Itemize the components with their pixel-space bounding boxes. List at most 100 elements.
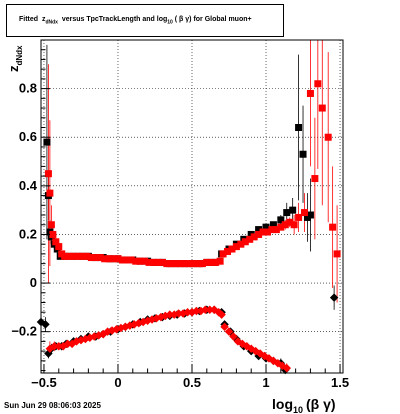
marker-red	[246, 235, 254, 243]
marker-red	[255, 230, 263, 238]
marker-red	[207, 258, 215, 266]
marker-red	[141, 257, 149, 265]
marker-red	[189, 260, 197, 268]
x-tick-label: 0.5	[183, 375, 201, 390]
marker-red	[228, 245, 236, 253]
marker-red	[92, 254, 100, 262]
marker-red	[192, 306, 201, 316]
axis-tick-labels: −0.5 0 0.5 1 1.5 −0.2 0 0.2 0.4 0.6 0.8	[11, 81, 349, 390]
x-tick-label: 1	[262, 375, 269, 390]
marker-red	[295, 213, 303, 221]
marker-red	[216, 257, 224, 265]
marker-black	[277, 216, 285, 224]
marker-red	[150, 258, 158, 266]
marker-red	[165, 310, 175, 319]
marker-red	[250, 233, 258, 241]
marker-black	[255, 226, 263, 234]
marker-black	[299, 150, 307, 158]
axis-ticks	[41, 39, 341, 373]
marker-red	[324, 133, 332, 141]
marker-red	[286, 218, 294, 226]
marker-red	[212, 258, 220, 266]
marker-red	[167, 260, 175, 268]
marker-red	[172, 260, 180, 268]
marker-red	[224, 247, 232, 255]
marker-red	[201, 305, 210, 315]
data-markers	[36, 80, 341, 375]
marker-red	[217, 310, 226, 319]
x-tick-label: 0	[114, 375, 121, 390]
marker-red	[264, 228, 271, 236]
marker-red	[301, 209, 309, 217]
marker-red	[127, 256, 135, 264]
marker-red	[96, 254, 104, 262]
marker-red	[49, 230, 57, 238]
marker-black	[329, 293, 339, 302]
marker-red	[136, 257, 144, 265]
marker-red	[47, 221, 55, 229]
y-tick-label: 0.8	[19, 81, 37, 96]
marker-red	[163, 260, 171, 268]
marker-red	[61, 252, 69, 260]
y-tick-label: 0.2	[19, 226, 37, 241]
marker-black	[295, 124, 303, 132]
marker-red	[281, 221, 289, 229]
marker-red	[87, 254, 95, 262]
x-axis-label: log10 (β γ)	[272, 396, 336, 414]
title-box: Fitted zdNdx versus TpcTrackLength and l…	[6, 4, 284, 37]
plot-frame	[40, 39, 344, 374]
marker-red	[229, 332, 238, 341]
marker-red	[224, 327, 234, 336]
marker-red	[314, 80, 322, 88]
marker-red	[46, 189, 54, 197]
marker-black	[262, 223, 270, 231]
marker-red	[181, 260, 189, 268]
marker-red	[333, 250, 341, 258]
marker-red	[132, 257, 140, 265]
marker-red	[123, 256, 131, 264]
marker-black	[43, 138, 51, 146]
marker-red	[118, 256, 126, 264]
marker-red	[44, 170, 52, 178]
y-axis-label: zdNdx	[6, 45, 24, 72]
marker-red	[83, 252, 91, 260]
marker-red	[259, 228, 267, 236]
marker-red	[306, 89, 314, 97]
marker-red	[74, 252, 82, 260]
chart-title: Fitted zdNdx versus TpcTrackLength and l…	[19, 16, 252, 26]
marker-red	[290, 221, 298, 229]
marker-red	[272, 226, 280, 234]
y-tick-label: 0.6	[19, 129, 37, 144]
marker-red	[65, 252, 73, 260]
marker-black	[269, 221, 277, 229]
marker-red	[268, 226, 276, 234]
marker-black	[283, 209, 291, 217]
y-tick-label: 0.4	[19, 178, 38, 193]
marker-red	[205, 305, 215, 315]
marker-red	[54, 342, 64, 351]
marker-red	[154, 258, 162, 266]
y-tick-label: 0	[30, 275, 37, 290]
marker-red	[183, 307, 192, 317]
marker-red	[50, 342, 59, 351]
marker-red	[70, 252, 78, 260]
marker-red	[176, 260, 184, 268]
marker-black	[306, 211, 314, 219]
marker-red	[105, 255, 113, 263]
marker-red	[241, 238, 249, 246]
marker-red	[277, 223, 285, 231]
marker-red	[55, 243, 63, 251]
x-tick-label: −0.5	[31, 375, 57, 390]
marker-red	[174, 309, 183, 318]
error-bars	[40, 40, 338, 373]
marker-red	[203, 258, 211, 266]
marker-red	[101, 255, 109, 263]
marker-red	[158, 258, 166, 266]
marker-red	[198, 260, 206, 268]
marker-red	[52, 238, 60, 246]
marker-red	[114, 255, 122, 263]
marker-red	[282, 363, 291, 373]
marker-red	[219, 250, 227, 258]
y-tick-label: −0.2	[11, 324, 37, 339]
marker-red	[194, 260, 202, 268]
